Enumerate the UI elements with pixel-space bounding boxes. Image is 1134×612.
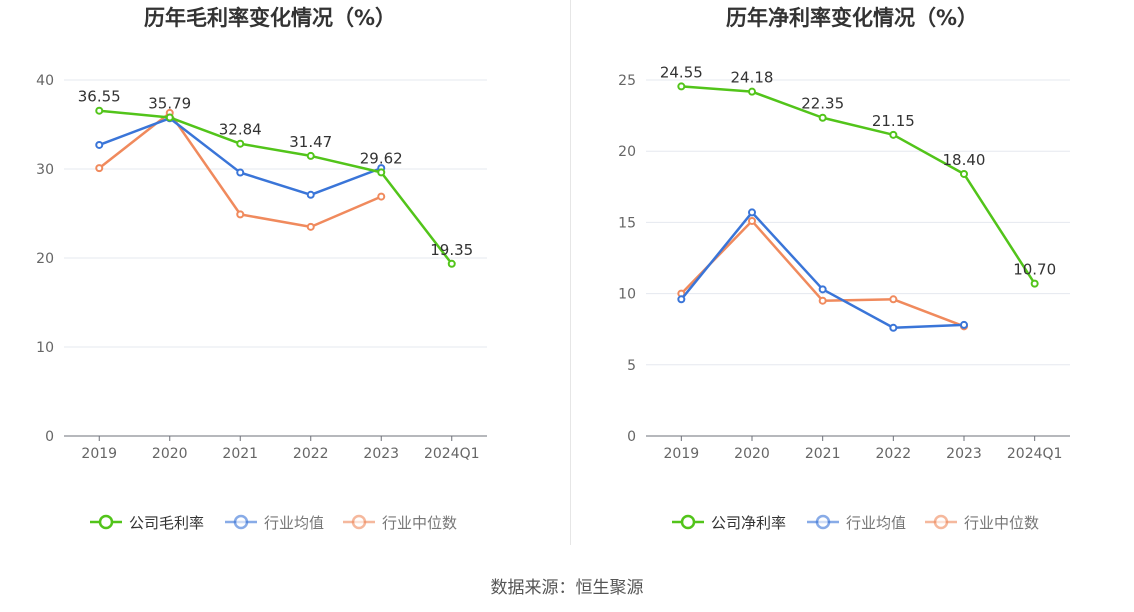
- data-point: [960, 320, 968, 329]
- x-tick-label: 2020: [152, 446, 188, 462]
- data-point: [236, 168, 245, 177]
- x-tick-label: 2019: [664, 446, 700, 462]
- series-1: 24.55 24.18 22.35 21.15 18.40 10.70: [660, 63, 1056, 288]
- legend-label: 公司净利率: [711, 514, 786, 532]
- x-tick-label: 2019: [81, 446, 117, 462]
- chart-title: 历年毛利率变化情况（%）: [144, 6, 396, 30]
- y-tick-label: 0: [627, 429, 636, 445]
- data-point: [1030, 279, 1039, 288]
- series-line: [680, 219, 965, 328]
- x-tick-label: 2023: [946, 446, 982, 462]
- data-label: 24.18: [731, 69, 774, 87]
- data-point: [818, 296, 827, 305]
- data-label: 32.84: [219, 121, 262, 139]
- legend-label: 行业中位数: [964, 514, 1039, 532]
- data-point: [748, 216, 756, 225]
- y-tick-label: 10: [618, 287, 636, 303]
- data-point: [306, 190, 315, 199]
- x-tick-label: 2021: [222, 446, 258, 462]
- series-3: [677, 216, 968, 331]
- x-tick-label: 2024Q1: [424, 446, 480, 462]
- y-tick-label: 20: [618, 144, 636, 160]
- data-point: [447, 259, 456, 268]
- x-tick-label: 2021: [805, 446, 841, 462]
- legend-marker: [233, 514, 249, 530]
- data-point: [677, 82, 686, 91]
- data-point: [677, 295, 686, 304]
- x-tick-label: 2022: [293, 446, 329, 462]
- x-tick-label: 2024Q1: [1007, 446, 1063, 462]
- legend-marker: [933, 514, 949, 530]
- data-point: [95, 106, 104, 115]
- panel-divider: [570, 0, 571, 545]
- legend-marker: [98, 514, 114, 530]
- legend-label: 公司毛利率: [129, 514, 204, 532]
- data-label: 10.70: [1013, 261, 1056, 279]
- data-point: [377, 192, 386, 201]
- chart-title: 历年净利率变化情况（%）: [726, 6, 978, 30]
- y-tick-label: 15: [618, 215, 636, 231]
- data-point: [960, 169, 968, 178]
- x-tick-label: 2022: [876, 446, 912, 462]
- legend-label: 行业中位数: [382, 514, 457, 532]
- y-tick-label: 25: [618, 73, 636, 89]
- legend-item-3: 行业中位数: [343, 514, 457, 532]
- data-point: [889, 130, 898, 139]
- data-label: 22.35: [801, 95, 844, 113]
- y-tick-label: 10: [36, 340, 54, 356]
- series-1: 36.55 35.79 32.84 31.47 29.62 19.35: [78, 88, 473, 268]
- data-label: 31.47: [289, 133, 332, 151]
- legend-item-1: 公司毛利率: [90, 514, 204, 532]
- x-tick-label: 2023: [363, 446, 399, 462]
- series-line: [681, 85, 1036, 285]
- data-point: [95, 140, 104, 149]
- data-point: [236, 139, 245, 148]
- data-point: [236, 210, 245, 219]
- legend-item-2: 行业均值: [225, 514, 324, 532]
- chart-panel-1: 历年毛利率变化情况（%） 0 10 20 30 40 2019 2020 2021 2022 202…: [36, 6, 487, 532]
- legend-label: 行业均值: [846, 514, 906, 532]
- x-tick-label: 2020: [734, 446, 770, 462]
- data-label: 36.55: [78, 88, 121, 106]
- data-source-label: 数据来源：恒生聚源: [490, 578, 644, 598]
- data-point: [748, 208, 756, 217]
- y-tick-label: 40: [36, 73, 54, 89]
- data-label: 35.79: [148, 94, 191, 112]
- y-tick-label: 5: [627, 358, 636, 374]
- data-point: [95, 164, 104, 173]
- data-label: 29.62: [360, 149, 403, 167]
- data-point: [818, 113, 827, 122]
- data-point: [889, 323, 898, 332]
- series-2: [677, 208, 968, 332]
- data-label: 21.15: [872, 112, 915, 130]
- data-point: [818, 285, 827, 294]
- data-point: [306, 151, 315, 160]
- data-point: [377, 168, 386, 177]
- legend-marker: [815, 514, 831, 530]
- y-tick-label: 0: [45, 429, 54, 445]
- data-label: 18.40: [943, 151, 986, 169]
- series-line: [99, 109, 453, 265]
- data-label: 19.35: [430, 241, 473, 259]
- series-2: [95, 114, 386, 199]
- data-point: [748, 87, 756, 96]
- legend-item-2: 行业均值: [807, 514, 906, 532]
- data-point: [306, 222, 315, 231]
- data-label: 24.55: [660, 63, 703, 81]
- y-tick-label: 30: [36, 162, 54, 178]
- y-tick-label: 20: [36, 251, 54, 267]
- legend-marker: [680, 514, 696, 530]
- legend-label: 行业均值: [264, 514, 324, 532]
- legend-item-3: 行业中位数: [925, 514, 1039, 532]
- chart-panel-2: 历年净利率变化情况（%） 0 5 10 15 20 25 2019 2020 2021 2022 20…: [618, 6, 1070, 532]
- data-point: [165, 113, 174, 122]
- legend-item-1: 公司净利率: [672, 514, 786, 532]
- legend-marker: [351, 514, 367, 530]
- series-3: [95, 108, 386, 231]
- data-point: [889, 295, 898, 304]
